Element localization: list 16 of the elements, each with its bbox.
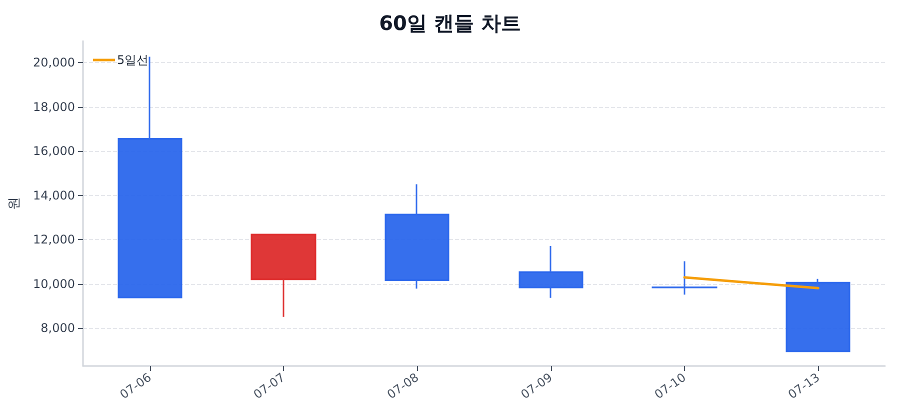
y-tick-label: 16,000	[33, 144, 75, 158]
candlestick	[786, 278, 850, 352]
y-tick-label: 14,000	[33, 188, 75, 202]
candlestick	[250, 234, 316, 318]
candlestick	[384, 184, 450, 290]
y-axis-title: 원	[7, 197, 22, 210]
legend-label: 5일선	[117, 53, 149, 67]
candlestick	[652, 260, 718, 296]
y-tick-label: 12,000	[33, 232, 75, 247]
candlestick	[518, 245, 584, 299]
y-tick-label: 20,000	[33, 56, 75, 70]
y-tick-label: 8,000	[40, 320, 75, 335]
candlestick	[118, 56, 182, 298]
y-tick-label: 10,000	[33, 276, 75, 291]
y-tick-label: 18,000	[33, 100, 75, 114]
chart-title: 60일 캔들 차트	[379, 11, 521, 35]
